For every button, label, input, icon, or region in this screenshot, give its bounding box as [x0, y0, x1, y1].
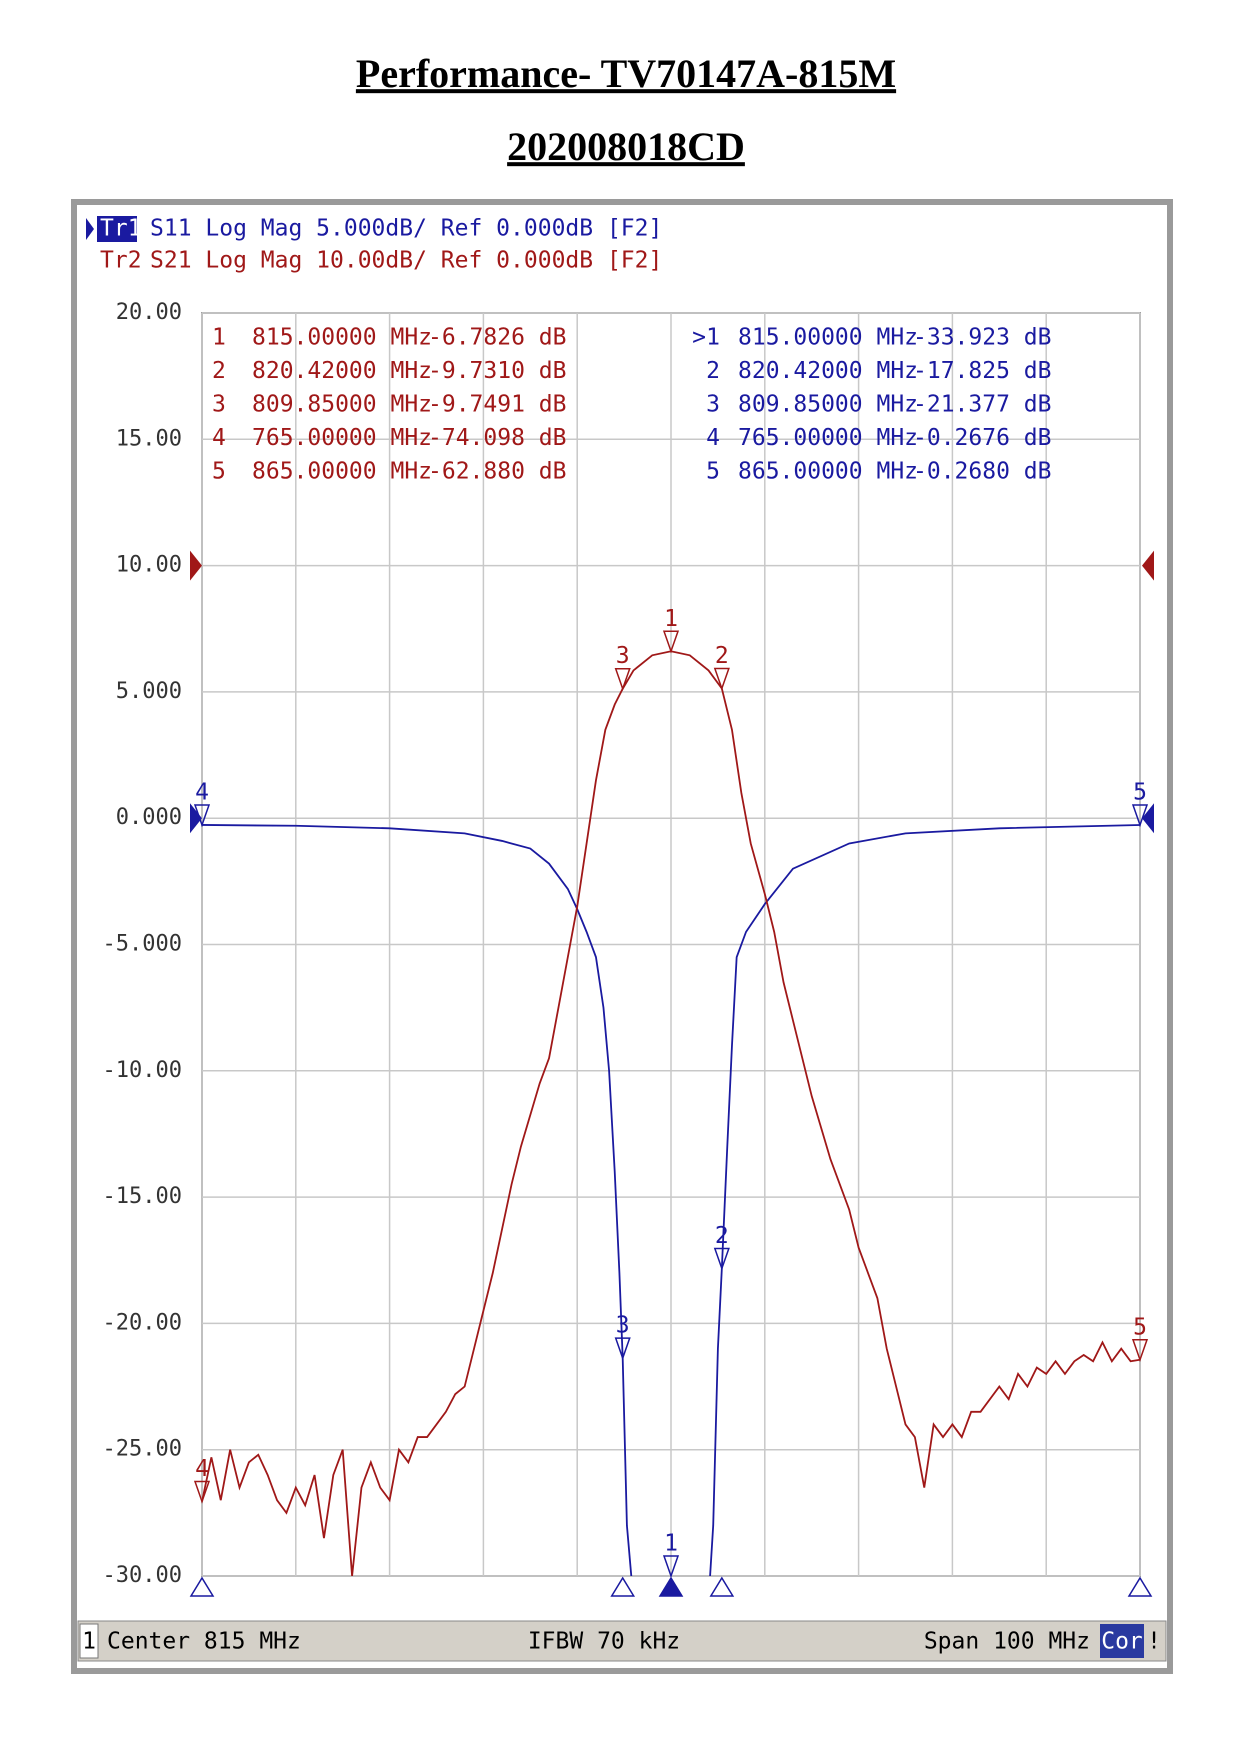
marker-table-freq: 809.85000 MHz [252, 392, 432, 418]
chart-title: Performance- TV70147A-815M [356, 51, 896, 96]
marker-label: 2 [715, 1223, 729, 1249]
marker-table-value: -21.377 dB [913, 392, 1051, 418]
correction-box [1100, 1624, 1144, 1658]
marker-triangle [614, 1337, 631, 1361]
marker-label: 5 [1133, 1314, 1147, 1340]
trace-header: S11 Log Mag 5.000dB/ Ref 0.000dB [F2] [150, 216, 662, 242]
stimulus-marker [658, 1576, 684, 1597]
y-tick-label: 15.00 [116, 426, 182, 451]
marker-label: 3 [616, 643, 630, 669]
marker-table-value: -0.2680 dB [913, 459, 1051, 485]
marker-triangle [662, 1555, 680, 1579]
stimulus-marker [189, 1576, 215, 1597]
stimulus-marker [709, 1576, 735, 1597]
marker-table-id: 2 [706, 358, 720, 384]
marker-triangle [614, 667, 631, 692]
marker-triangle [1131, 1339, 1149, 1363]
chart-subtitle: 202008018CD [507, 124, 745, 169]
marker-table-freq: 815.00000 MHz [252, 325, 432, 351]
y-tick-label: 10.00 [116, 553, 182, 578]
trace-header: S21 Log Mag 10.00dB/ Ref 0.000dB [F2] [150, 248, 662, 274]
trace-id: Tr1 [100, 216, 142, 242]
marker-table-freq: 809.85000 MHz [738, 392, 918, 418]
marker-label: 1 [664, 606, 678, 632]
marker-triangle [1131, 804, 1149, 828]
stimulus-marker [1127, 1576, 1153, 1597]
stimulus-marker [610, 1576, 636, 1597]
marker-triangle [713, 1247, 730, 1271]
marker-table-id: 3 [212, 392, 226, 418]
marker-table-freq: 865.00000 MHz [252, 459, 432, 485]
status-flag: ! [1147, 1629, 1161, 1655]
marker-table-freq: 820.42000 MHz [738, 358, 918, 384]
y-tick-label: 5.000 [116, 679, 182, 704]
marker-table-value: -6.7826 dB [428, 325, 566, 351]
marker-label: 1 [664, 1531, 678, 1557]
marker-table-value: -0.2676 dB [913, 425, 1051, 451]
status-correction: Cor [1101, 1629, 1143, 1655]
y-tick-label: 20.00 [116, 300, 182, 325]
marker-table-id: 4 [212, 425, 226, 451]
y-tick-label: -25.00 [103, 1437, 182, 1462]
trace-line [202, 650, 1140, 1576]
marker-triangle [193, 804, 211, 828]
status-bar [77, 1620, 1167, 1662]
marker-label: 4 [195, 1456, 209, 1482]
ref-arrow [190, 550, 202, 581]
status-channel: 1 [82, 1629, 96, 1655]
channel-box [79, 1623, 99, 1659]
y-tick-label: 0.000 [116, 805, 182, 830]
y-tick-label: -5.000 [103, 932, 182, 957]
marker-table-value: -17.825 dB [913, 358, 1051, 384]
active-trace-arrow [86, 218, 94, 240]
marker-table-id: 2 [212, 358, 226, 384]
marker-table-value: -33.923 dB [913, 325, 1051, 351]
marker-triangle [193, 1480, 211, 1504]
trace-line [202, 824, 1140, 1576]
instrument-frame [71, 199, 1173, 1674]
ref-arrow [1142, 550, 1154, 581]
marker-table-id: 3 [706, 392, 720, 418]
marker-label: 3 [616, 1313, 630, 1339]
marker-table-value: -74.098 dB [428, 425, 566, 451]
marker-table-id: 1 [212, 325, 226, 351]
marker-table-value: -9.7491 dB [428, 392, 566, 418]
trace-id: Tr2 [100, 248, 142, 274]
y-tick-label: -30.00 [103, 1563, 182, 1588]
status-span: Span 100 MHz [924, 1629, 1090, 1655]
marker-table-freq: 765.00000 MHz [738, 425, 918, 451]
marker-triangle [713, 667, 730, 691]
status-ifbw: IFBW 70 kHz [528, 1629, 680, 1655]
marker-table-freq: 865.00000 MHz [738, 459, 918, 485]
y-tick-label: -10.00 [103, 1058, 182, 1083]
marker-label: 5 [1133, 779, 1147, 805]
marker-table-freq: 815.00000 MHz [738, 325, 918, 351]
marker-table-freq: 820.42000 MHz [252, 358, 432, 384]
marker-table-id: 5 [706, 459, 720, 485]
marker-table-freq: 765.00000 MHz [252, 425, 432, 451]
active-marker-prefix: > [692, 325, 706, 351]
y-tick-label: -15.00 [103, 1184, 182, 1209]
ref-arrow [1142, 803, 1154, 834]
active-trace-box [97, 216, 137, 242]
marker-label: 4 [195, 779, 209, 805]
marker-table-value: -9.7310 dB [428, 358, 566, 384]
marker-table-id: 5 [212, 459, 226, 485]
y-tick-label: -20.00 [103, 1310, 182, 1335]
marker-table-value: -62.880 dB [428, 459, 566, 485]
marker-table-id: 4 [706, 425, 720, 451]
marker-table-id: 1 [706, 325, 720, 351]
marker-label: 2 [715, 643, 729, 669]
status-center: Center 815 MHz [107, 1629, 301, 1655]
ref-arrow [190, 803, 202, 834]
marker-triangle [662, 630, 680, 654]
